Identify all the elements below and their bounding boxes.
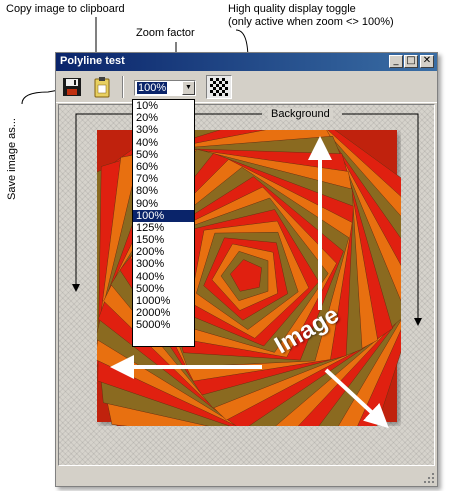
arrow-diag <box>324 368 389 429</box>
close-button[interactable]: ✕ <box>420 55 434 68</box>
zoom-option[interactable]: 200% <box>136 246 165 259</box>
arrow-bg-right <box>342 113 422 326</box>
zoom-option[interactable]: 100% <box>133 209 194 222</box>
zoom-option[interactable]: 125% <box>136 221 165 234</box>
zoom-option[interactable]: 400% <box>136 270 165 283</box>
clipboard-icon <box>94 77 110 98</box>
annotation-copy-image: Copy image to clipboard <box>6 3 125 15</box>
arrow-bg-left <box>72 113 262 292</box>
resize-grip-icon[interactable] <box>423 472 435 484</box>
zoom-option[interactable]: 40% <box>136 136 159 149</box>
chevron-down-icon[interactable]: ▼ <box>182 81 195 95</box>
zoom-option[interactable]: 300% <box>136 258 165 271</box>
zoom-option[interactable]: 90% <box>136 197 159 210</box>
polyline-ring <box>229 259 262 292</box>
zoom-option[interactable]: 70% <box>136 173 159 186</box>
titlebar[interactable]: Polyline test _ □ ✕ <box>56 53 437 71</box>
zoom-option[interactable]: 50% <box>136 148 159 161</box>
polyline-layers <box>97 130 401 426</box>
status-bar <box>56 468 437 486</box>
zoom-option[interactable]: 1000% <box>136 295 171 307</box>
zoom-option[interactable]: 5000% <box>136 319 171 332</box>
save-image-button[interactable] <box>60 76 84 98</box>
toolbar: 100% ▼ <box>56 72 437 103</box>
zoom-option[interactable]: 150% <box>136 234 165 247</box>
annotation-hq-toggle-line2: (only active when zoom <> 100%) <box>228 16 394 28</box>
zoom-option[interactable]: 60% <box>136 160 159 173</box>
maximize-button[interactable]: □ <box>404 55 418 68</box>
toolbar-separator <box>122 76 124 98</box>
zoom-option[interactable]: 2000% <box>136 307 171 320</box>
annotation-hq-toggle-line1: High quality display toggle <box>228 3 356 15</box>
checkerboard-icon <box>210 78 228 96</box>
zoom-value: 100% <box>137 82 168 94</box>
copy-to-clipboard-button[interactable] <box>90 76 114 98</box>
zoom-factor-combo[interactable]: 100% ▼ <box>134 80 196 96</box>
zoom-option[interactable]: 80% <box>136 185 159 198</box>
zoom-option[interactable]: 30% <box>136 124 159 137</box>
leader-save <box>21 87 71 105</box>
minimize-button[interactable]: _ <box>389 55 403 68</box>
floppy-disk-icon <box>63 78 81 96</box>
zoom-option[interactable]: 500% <box>136 282 165 295</box>
annotation-zoom-factor: Zoom factor <box>136 27 195 39</box>
zoom-option[interactable]: 10% <box>136 100 159 112</box>
high-quality-toggle[interactable] <box>206 75 232 99</box>
window-title: Polyline test <box>60 55 125 67</box>
annotation-background: Background <box>268 108 333 120</box>
zoom-option[interactable]: 20% <box>136 112 159 125</box>
zoom-dropdown-list: 10% 20% 30% 40% 50% 60% 70% 80% 90% 100% 125% 150% 2… <box>132 99 195 347</box>
polyline-image <box>97 130 401 426</box>
